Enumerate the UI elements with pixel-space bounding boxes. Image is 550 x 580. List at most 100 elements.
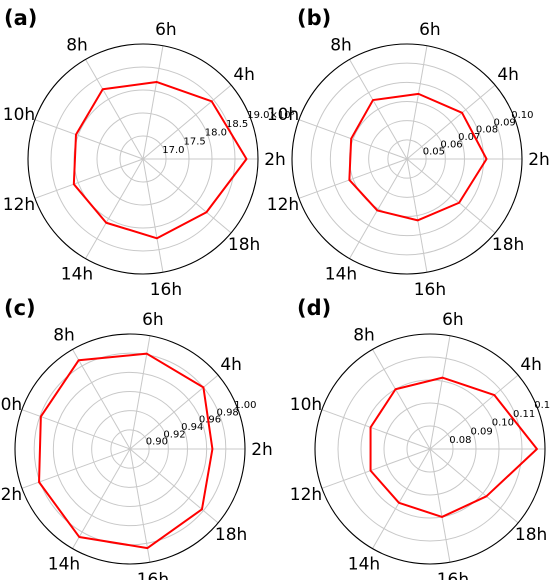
grid-spoke [406,158,496,234]
category-label: 10h [0,395,22,415]
radial-tick-label: 0.94 [181,422,203,433]
grid-spoke [429,448,451,563]
grid-spoke [34,158,144,199]
grid-spoke [142,84,232,160]
category-label: 12h [267,195,299,215]
series-line [369,376,538,518]
grid-spoke [142,158,232,234]
panel-label: (a) [4,6,37,30]
category-label: 18h [515,525,547,545]
category-label: 18h [215,525,247,545]
grid-spoke [372,448,431,549]
category-label: 4h [233,65,255,85]
category-label: 8h [353,326,375,346]
category-label: 14h [348,554,380,574]
radial-tick-label: 18.0 [205,128,227,139]
grid-spoke [129,448,151,563]
grid-spoke [406,84,496,160]
radial-tick-label: 0.09 [471,426,493,437]
radial-tick-label: 0.05 [423,147,445,158]
category-label: 14h [325,264,357,284]
radar-panel-2: (b) 0.050.060.070.080.090.10 2h 4h 6h 8h 10h 12… [267,6,550,300]
category-label: 8h [66,36,88,56]
category-label: 18h [492,235,524,255]
category-label: 16h [137,570,169,580]
grid-spoke [129,448,219,524]
category-label: 8h [53,326,75,346]
grid-spoke [372,349,431,450]
radial-tick-label: 0.08 [449,435,471,446]
grid-spoke [429,448,519,524]
polar-frame [291,43,523,275]
radial-tick-label: 17.5 [184,136,206,147]
radial-tick-label: 0.12 [534,400,550,411]
radar-panel-4: (d)0.080.090.100.110.122h4h6h8h10h12h14h… [290,296,550,580]
category-label: 6h [142,310,164,330]
grid-spoke [406,158,428,273]
polar-frame [314,333,546,565]
series-line [348,92,488,222]
grid-spoke [85,59,144,160]
radial-tick-label: 0.09 [494,117,516,128]
polar-frame [14,333,246,565]
radial-tick-label: 18.5 [226,119,248,130]
radial-tick-label: 0.08 [476,125,498,136]
panel-label: (d) [297,296,331,320]
series-line [72,80,248,240]
panel-label: (b) [297,6,331,30]
category-label: 6h [155,20,177,40]
radial-tick-label: 19.0×10³ [247,110,294,121]
category-label: 10h [267,105,299,125]
radial-tick-label: 0.96 [199,415,221,426]
grid-spoke [429,374,519,450]
grid-spoke [142,158,164,273]
category-label: 16h [414,280,446,300]
grid-spoke [298,119,408,160]
category-label: 8h [330,36,352,56]
grid-spoke [72,448,131,549]
radial-tick-label: 17.0 [162,145,184,156]
category-label: 2h [528,150,550,170]
grid-spoke [429,335,451,450]
category-label: 2h [264,150,286,170]
radial-tick-label: 0.07 [458,132,480,143]
radial-tick-label: 0.10 [492,418,514,429]
radial-tick-label: 1.00 [234,400,256,411]
radar-panel-1: (a) 17.017.518.018.519.0×10³ 2h 4h 6h 8h 10h 12… [3,6,295,300]
category-label: 4h [220,355,242,375]
category-label: 4h [497,65,519,85]
category-label: 12h [0,485,22,505]
category-label: 10h [3,105,35,125]
radial-tick-label: 0.92 [163,429,185,440]
radial-tick-label: 0.10 [511,110,533,121]
grid-spoke [142,45,164,160]
grid-spoke [72,349,131,450]
grid-spoke [349,158,408,259]
radial-tick-label: 0.11 [513,409,535,420]
panel-label: (c) [4,296,36,320]
category-label: 14h [48,554,80,574]
category-label: 16h [437,570,469,580]
category-label: 18h [228,235,260,255]
grid-spoke [321,448,431,489]
grid-spoke [349,59,408,160]
grid-spoke [21,409,131,450]
category-label: 2h [251,440,273,460]
category-label: 12h [290,485,322,505]
category-label: 6h [419,20,441,40]
radial-tick-label: 0.90 [146,437,168,448]
polar-frame [27,43,259,275]
category-label: 6h [442,310,464,330]
category-label: 12h [3,195,35,215]
radar-panel-3: (c) 0.900.920.940.960.981.00 2h 4h 6h 8h 10h 12… [0,296,273,580]
grid-spoke [85,158,144,259]
category-label: 4h [520,355,542,375]
series-line [38,352,214,550]
category-label: 16h [150,280,182,300]
grid-spoke [34,119,144,160]
category-label: 14h [61,264,93,284]
radial-tick-label: 0.06 [440,139,462,150]
radial-tick-label: 0.98 [217,407,239,418]
grid-spoke [406,45,428,160]
